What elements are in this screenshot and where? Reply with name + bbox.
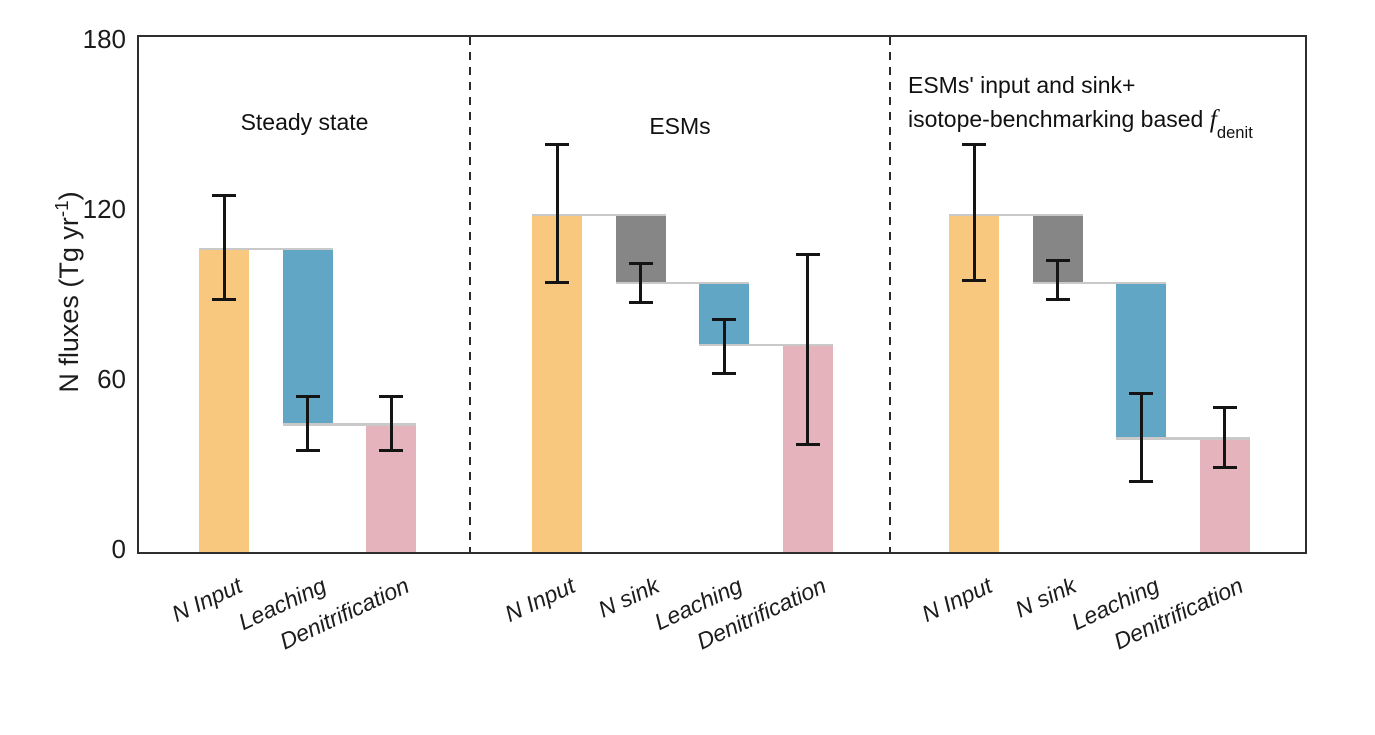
error-bar-cap-bottom-leaching (295, 448, 320, 452)
y-tick-label-120: 120 (82, 194, 126, 224)
error-bar-cap-top-leaching (1129, 391, 1153, 395)
error-bar-n-sink (1056, 260, 1059, 300)
error-bar-cap-bottom-n-input (212, 298, 236, 302)
error-bar-cap-bottom-n-sink (1045, 298, 1070, 302)
connector-line (1116, 437, 1250, 440)
error-bar-n-input (972, 144, 976, 280)
panel-separator-line-2 (889, 37, 891, 552)
error-bar-cap-bottom-n-input (545, 281, 569, 285)
error-bar-n-input (222, 195, 226, 300)
panel-title-steady-state: Steady state (240, 109, 369, 135)
connector-line (949, 213, 1083, 217)
error-bar-denitrification (1223, 407, 1226, 467)
error-bar-leaching (722, 319, 726, 374)
connector-line (615, 281, 749, 285)
panel-separator-line-1 (469, 37, 471, 552)
error-bar-cap-bottom-denitrification (379, 448, 403, 452)
error-bar-cap-bottom-denitrification (795, 442, 820, 446)
y-tick-label-180: 180 (82, 24, 126, 54)
connector-line (532, 213, 666, 217)
connector-line (282, 423, 416, 426)
panel-title-esms-isotope: ESMs' input and sink+ isotope-benchmarkin… (908, 68, 1253, 141)
error-bar-cap-bottom-n-input (962, 278, 986, 282)
error-bar-cap-top-leaching (712, 318, 736, 322)
error-bar-cap-top-n-input (545, 142, 569, 146)
error-bar-leaching (306, 396, 309, 450)
error-bar-cap-bottom-leaching (712, 372, 736, 375)
y-tick-label-0: 0 (111, 534, 126, 564)
panel-title-esms: ESMs (649, 113, 711, 139)
panel-title-line1: ESMs' input and sink+ (908, 72, 1136, 98)
error-bar-cap-top-n-input (212, 193, 236, 197)
y-axis-label: N fluxes (Tg yr-1) (52, 34, 92, 550)
error-bar-cap-top-n-sink (1045, 258, 1070, 262)
error-bar-cap-bottom-denitrification (1212, 465, 1237, 469)
error-bar-leaching (1139, 393, 1143, 482)
panel-title-line2: isotope-benchmarking based (908, 106, 1210, 132)
f-denit-symbol: f (1209, 104, 1217, 133)
error-bar-cap-top-leaching (295, 394, 320, 398)
f-denit-subscript: denit (1216, 122, 1253, 142)
error-bar-denitrification (389, 396, 393, 450)
error-bar-cap-bottom-n-sink (628, 301, 653, 305)
connector-line (699, 343, 833, 347)
error-bar-cap-top-denitrification (795, 253, 820, 256)
error-bar-n-sink (639, 263, 642, 303)
error-bar-n-input (555, 144, 559, 283)
error-bar-cap-top-n-input (962, 142, 986, 146)
error-bar-cap-top-denitrification (379, 394, 403, 398)
connector-line (1032, 281, 1166, 285)
error-bar-cap-top-denitrification (1212, 406, 1237, 409)
connector-line (199, 247, 333, 251)
error-bar-cap-bottom-leaching (1129, 479, 1153, 483)
plot-area: Steady state ESMs ESMs' input and sink+ iso… (137, 35, 1307, 554)
error-bar-cap-top-n-sink (628, 261, 653, 265)
error-bar-denitrification (806, 254, 809, 445)
y-tick-label-60: 60 (97, 364, 126, 394)
